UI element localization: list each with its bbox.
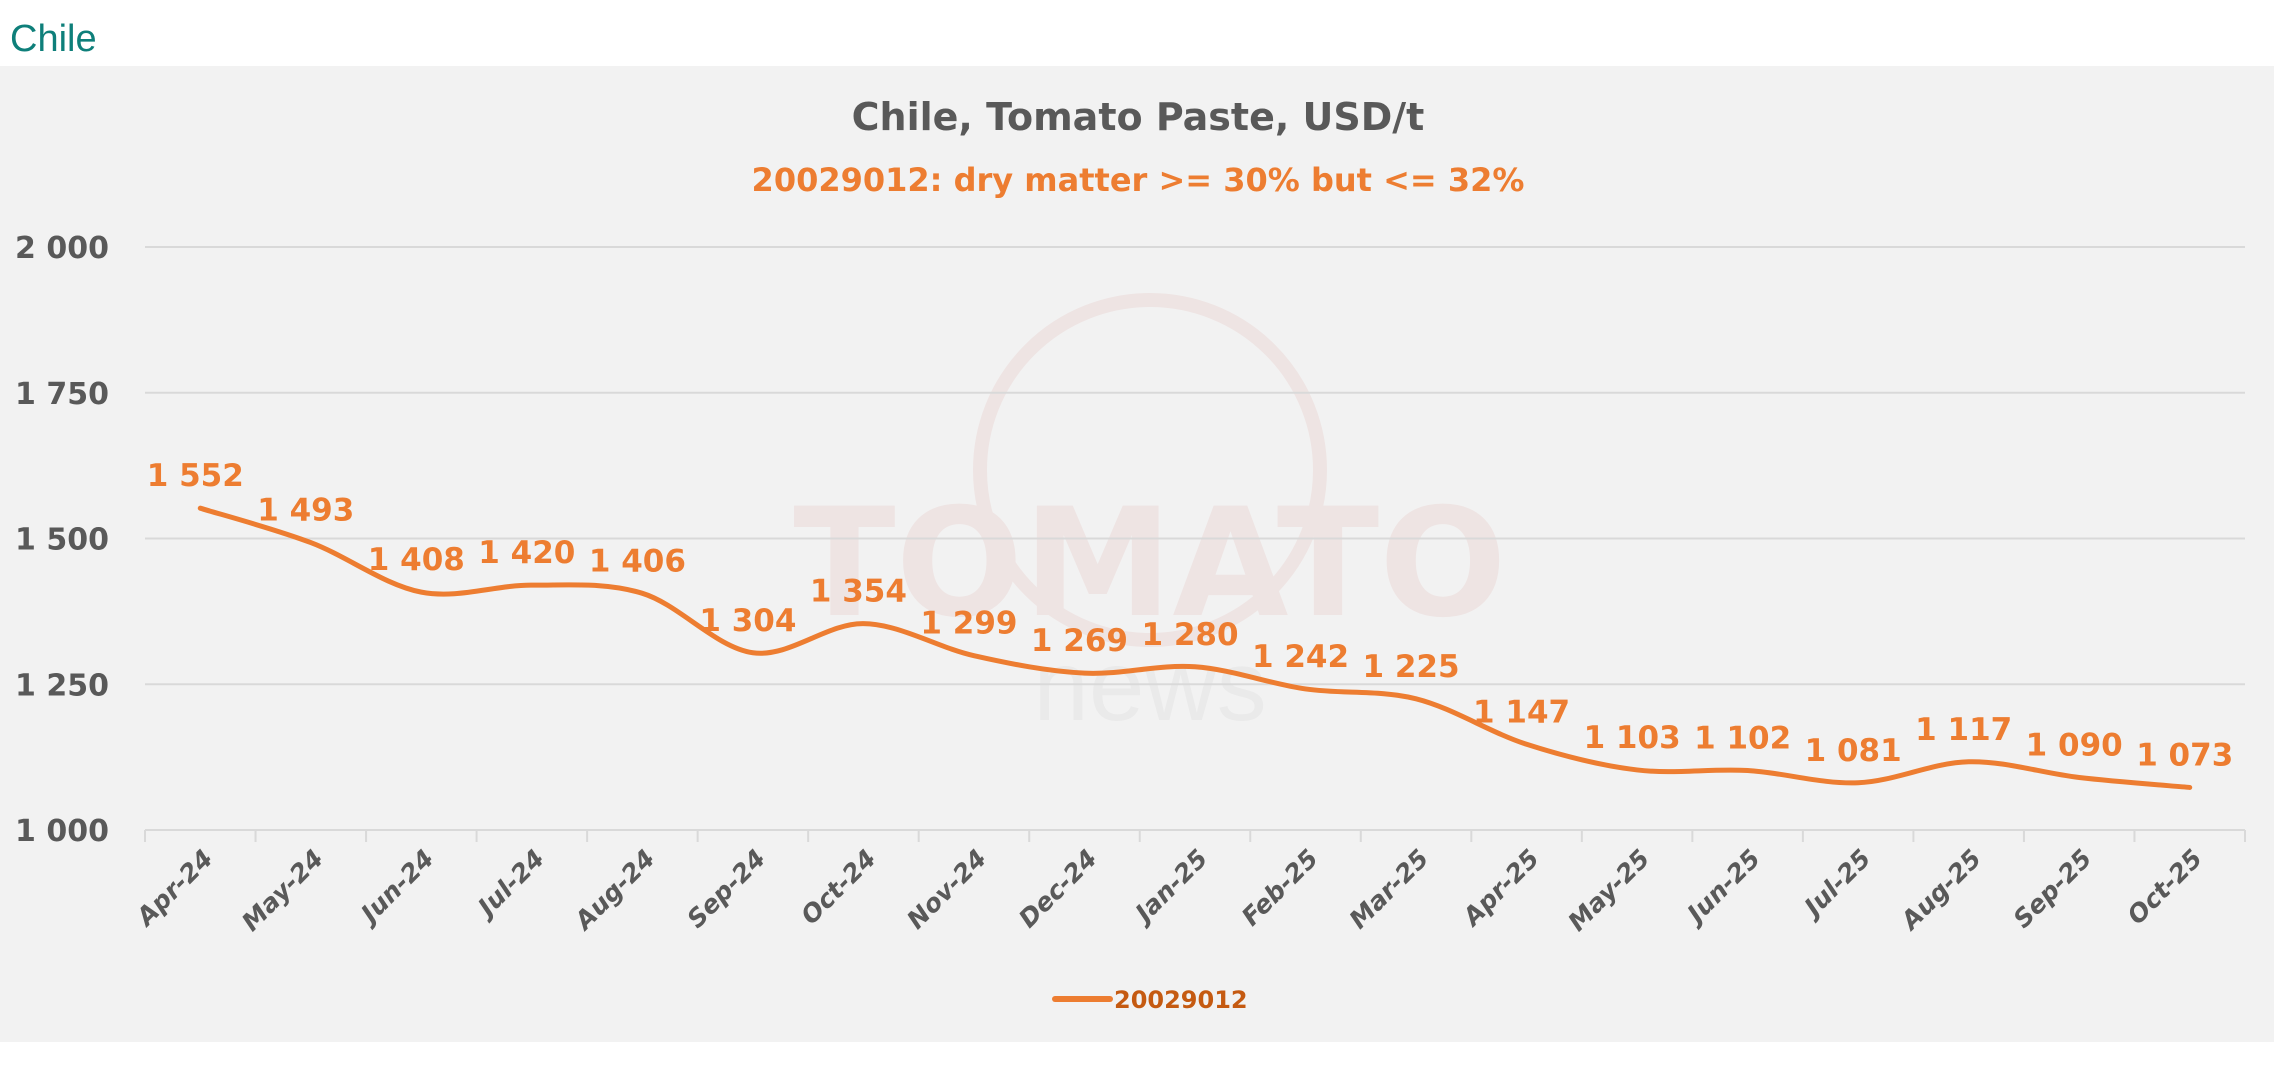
x-tick-label: May-24 (236, 844, 329, 937)
data-label: 1 304 (699, 603, 796, 639)
x-tick-label: Jul-25 (1795, 844, 1876, 925)
x-tick-label: Sep-24 (681, 844, 771, 934)
x-tick-label: Jul-24 (469, 844, 550, 925)
data-label: 1 242 (1252, 639, 1349, 675)
data-label: 1 073 (2136, 737, 2233, 773)
y-tick-label: 1 500 (15, 523, 109, 558)
x-tick-label: Oct-24 (795, 844, 881, 930)
x-tick-label: Apr-24 (130, 844, 219, 933)
y-tick-label: 1 750 (15, 377, 109, 412)
x-tick-label: Feb-25 (1236, 844, 1324, 932)
data-label: 1 299 (920, 606, 1017, 642)
x-tick-label: Aug-25 (1894, 844, 1987, 937)
x-tick-label: May-25 (1562, 844, 1655, 937)
data-label: 1 103 (1584, 720, 1681, 756)
data-label: 1 406 (589, 543, 686, 579)
data-label: 1 420 (478, 535, 575, 571)
chart-subtitle: 20029012: dry matter >= 30% but <= 32% (752, 161, 1525, 199)
x-tick-label: Dec-24 (1013, 844, 1103, 934)
data-label: 1 408 (368, 542, 465, 578)
data-label: 1 147 (1473, 694, 1570, 730)
data-label: 1 090 (2026, 728, 2123, 764)
data-label: 1 552 (147, 458, 244, 494)
x-tick-label: Jan-25 (1126, 844, 1213, 931)
x-tick-label: Nov-24 (901, 844, 992, 935)
watermark-logo: TOMATO news (793, 293, 1507, 742)
x-tick-label: Aug-24 (568, 844, 661, 937)
chart-panel (0, 66, 2274, 1042)
data-label: 1 354 (810, 574, 907, 610)
data-label: 1 102 (1694, 721, 1791, 757)
x-tick-label: Oct-25 (2122, 844, 2208, 930)
y-tick-label: 1 250 (15, 668, 109, 703)
x-tick-label: Apr-25 (1456, 844, 1545, 933)
x-tick-label: Sep-25 (2008, 844, 2098, 934)
chart-title: Chile, Tomato Paste, USD/t (852, 95, 1425, 139)
data-label: 1 117 (1915, 712, 2012, 748)
watermark-text: TOMATO (793, 477, 1506, 651)
data-label: 1 269 (1031, 623, 1128, 659)
x-tick-label: Jun-24 (352, 844, 440, 932)
data-label: 1 493 (257, 493, 354, 529)
svg-text:news: news (1033, 630, 1266, 742)
x-tick-label: Jun-25 (1678, 844, 1766, 932)
data-label: 1 280 (1141, 617, 1238, 653)
legend: 20029012 (1052, 986, 1248, 1014)
x-tick-label: Mar-25 (1344, 844, 1435, 935)
page-heading: Chile (10, 18, 97, 60)
data-label: 1 225 (1363, 649, 1460, 685)
y-tick-label: 2 000 (15, 231, 109, 266)
y-tick-label: 1 000 (15, 814, 109, 849)
series-line-20029012 (197, 505, 2193, 790)
data-label: 1 081 (1805, 733, 1902, 769)
legend-label: 20029012 (1114, 986, 1248, 1014)
